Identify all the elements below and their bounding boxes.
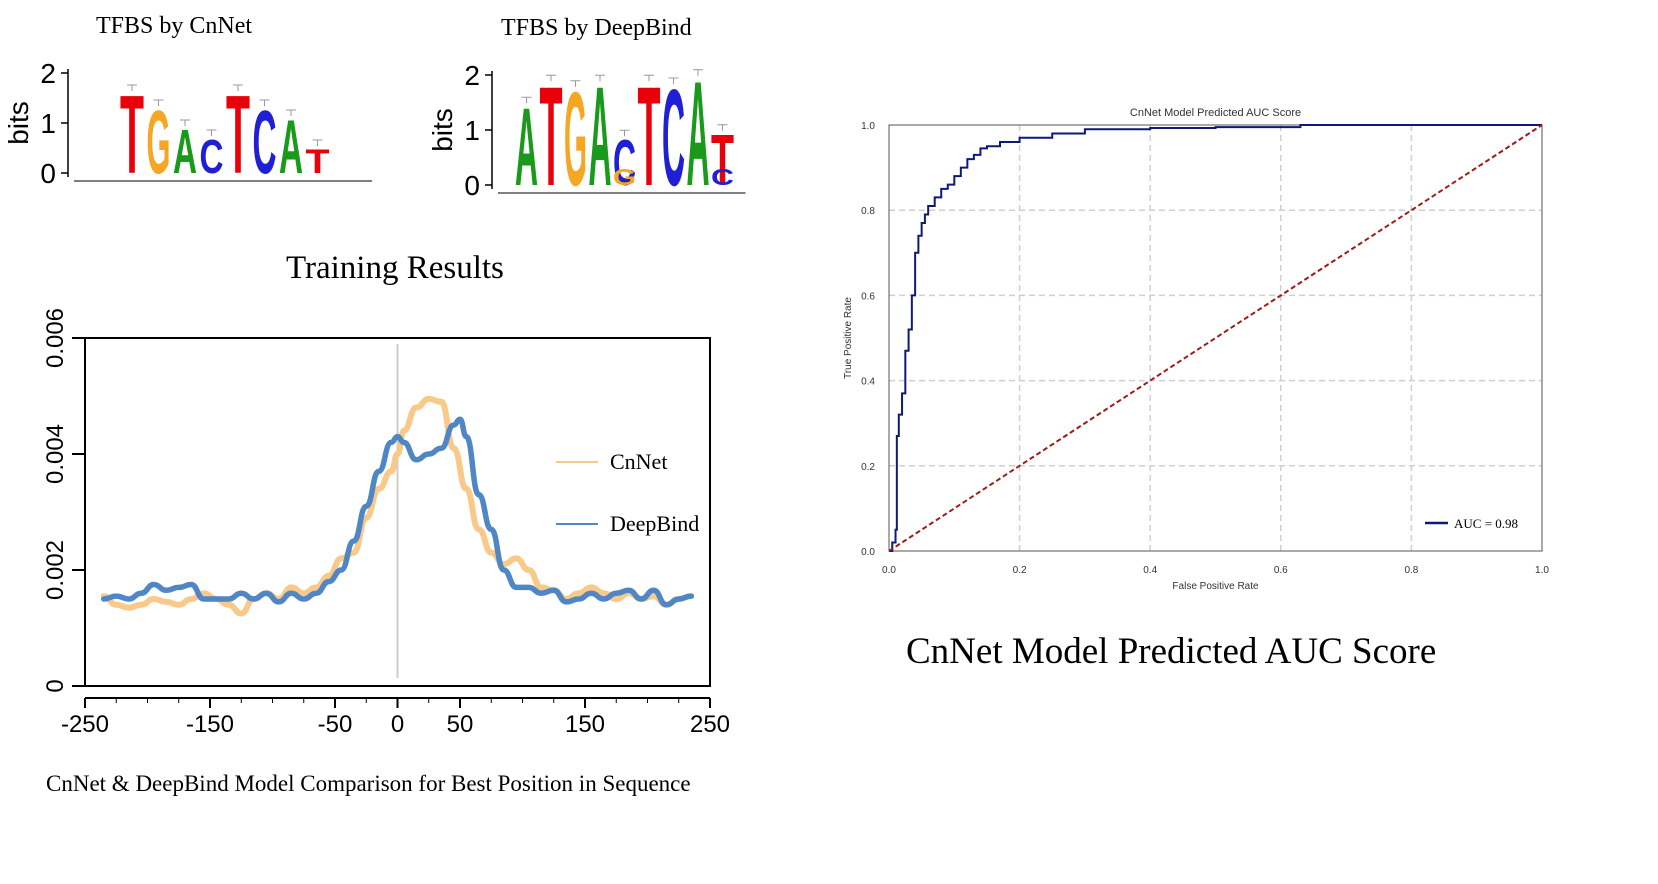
logo-y-axis-label: bits (427, 108, 458, 152)
roc-title: CnNet Model Predicted AUC Score (1130, 107, 1301, 119)
y-tick-label: 0.002 (42, 540, 69, 600)
plot-frame (84, 337, 711, 687)
y-tick-label: 0.0 (861, 547, 875, 558)
logo-letter-g: G (147, 92, 171, 193)
x-tick-label: 0.0 (882, 565, 896, 576)
series-line-deepbind (101, 416, 694, 608)
x-tick-label: 1.0 (1535, 565, 1549, 576)
y-axis-label: True Positive Rate (843, 297, 854, 379)
x-tick-label: 0 (391, 711, 404, 738)
y-tick-label: 0.4 (861, 377, 875, 388)
logo-y-axis-label: bits (3, 101, 34, 145)
logo-letter-t: T (120, 72, 144, 197)
logo-y-tick-label: 2 (464, 60, 480, 91)
x-tick-label: -150 (186, 711, 234, 738)
logo-y-tick-label: 1 (40, 108, 56, 139)
logo-letter-c: C (200, 130, 224, 184)
training-heading: Training Results (286, 250, 504, 286)
x-tick-label: 0.4 (1143, 565, 1157, 576)
logo-letter-t: T (306, 141, 330, 180)
logo-letter-t: T (638, 57, 661, 215)
x-tick-label: 250 (690, 711, 730, 738)
logo-y-tick-label: 2 (40, 58, 56, 89)
training-chart: 0 0.002 0.004 0.006 -250 -150 -50 0 50 150 250 CnNe… (42, 308, 730, 738)
legend-label: DeepBind (610, 511, 699, 536)
logo-y-tick-label: 0 (464, 170, 480, 201)
roc-caption: CnNet Model Predicted AUC Score (906, 631, 1437, 672)
logo-letter-t: T (226, 72, 250, 197)
series-line-cnnet (100, 395, 695, 617)
logo1-title: TFBS by CnNet (96, 13, 253, 39)
roc-chart: CnNet Model Predicted AUC Score 0.0 0.2 0.4… (843, 107, 1549, 592)
y-tick-label: 0.006 (42, 308, 69, 368)
training-caption: CnNet & DeepBind Model Comparison for Be… (46, 771, 691, 796)
x-tick-label: -50 (318, 711, 353, 738)
x-tick-label: 0.8 (1404, 565, 1418, 576)
x-tick-label: 150 (565, 711, 605, 738)
logo-y-tick-label: 0 (40, 158, 56, 189)
logo-letter-a: A (515, 85, 538, 209)
y-tick-label: 0.004 (42, 424, 69, 484)
logo-small-letter-c: C (711, 164, 734, 190)
x-tick-label: 50 (447, 711, 474, 738)
logo-letter-a: A (173, 118, 197, 187)
roc-curve (889, 124, 1542, 552)
logo-letter-a: A (687, 52, 710, 218)
y-tick-label: 0.6 (861, 291, 875, 302)
logo-letter-g: G (564, 64, 587, 214)
x-axis-label: False Positive Rate (1172, 581, 1259, 592)
y-tick-label: 1.0 (861, 121, 875, 132)
logo-letter-a: A (279, 104, 303, 189)
logo-small-letter-g: G (613, 164, 636, 190)
y-tick-label: 0 (42, 679, 69, 692)
logo-letter-a: A (589, 57, 612, 215)
logo-letter-c: C (613, 128, 636, 200)
x-tick-label: -250 (61, 711, 109, 738)
x-tick-label: 0.6 (1274, 565, 1288, 576)
legend-label: CnNet (610, 449, 667, 474)
logo2-title: TFBS by DeepBind (501, 15, 692, 41)
logo-letter-c: C (662, 62, 685, 215)
logo-letter-c: C (253, 92, 277, 193)
legend-label: AUC = 0.98 (1454, 516, 1518, 531)
y-tick-label: 0.8 (861, 206, 875, 217)
logo-letter-t: T (540, 57, 563, 215)
logo-y-tick-label: 1 (464, 115, 480, 146)
x-tick-label: 0.2 (1013, 565, 1027, 576)
y-tick-label: 0.2 (861, 462, 875, 473)
diagonal-reference-line (888, 124, 1543, 552)
logo-letter-t: T (711, 120, 734, 201)
plot-frame (888, 124, 1543, 552)
